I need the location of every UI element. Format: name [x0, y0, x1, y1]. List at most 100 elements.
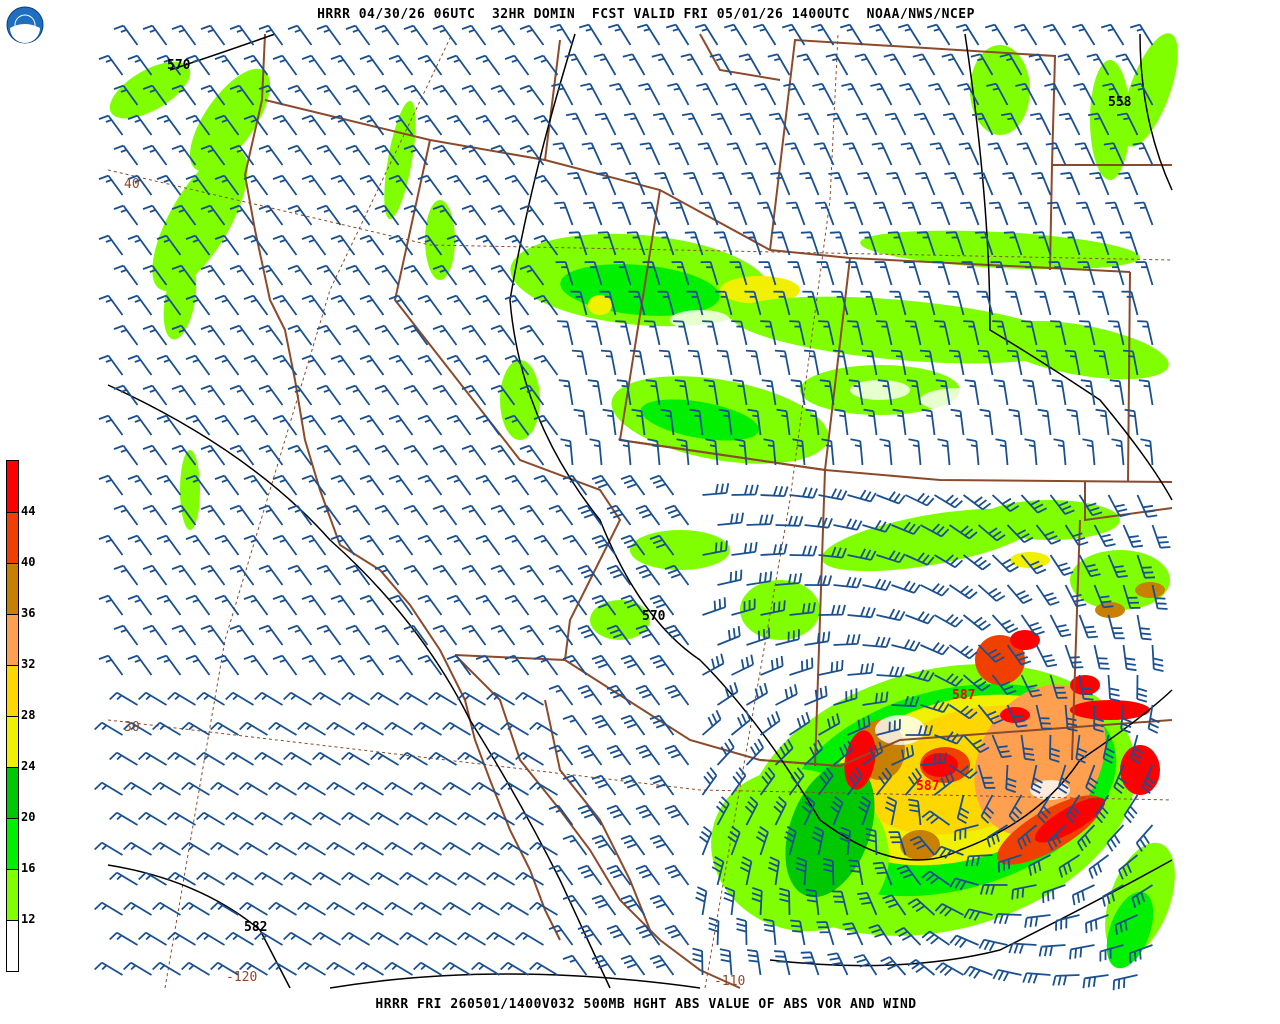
wind-barb — [599, 290, 617, 316]
wind-barb — [921, 810, 951, 826]
wind-barb — [934, 554, 964, 569]
wind-barb — [631, 408, 646, 436]
wind-barb — [986, 82, 1009, 106]
colorbar-label: 20 — [21, 810, 36, 824]
wind-barb — [123, 721, 152, 736]
wind-barb — [1129, 944, 1153, 964]
wind-barb — [370, 931, 399, 946]
wind-barb — [919, 349, 936, 376]
wind-barb — [708, 917, 720, 946]
wind-barb — [746, 571, 773, 586]
wind-barb — [446, 174, 472, 196]
wind-barb — [1092, 290, 1110, 316]
wind-barb — [1044, 82, 1067, 106]
wind-barb — [519, 504, 545, 526]
wind-barb — [1107, 614, 1125, 640]
wind-barb — [1051, 379, 1067, 406]
wind-barb — [127, 474, 153, 496]
wind-barb — [664, 924, 690, 946]
wind-barb — [868, 924, 893, 946]
wind-barb — [471, 721, 500, 736]
wind-barb — [301, 354, 327, 376]
wind-barb — [1058, 854, 1080, 878]
wind-barb — [891, 695, 920, 708]
wind-barb — [446, 474, 472, 496]
wind-barb — [94, 781, 123, 796]
wind-barb — [1136, 674, 1148, 703]
wind-barb — [185, 474, 211, 496]
vorticity-area — [991, 320, 1169, 380]
wind-barb — [731, 654, 754, 676]
wind-barb — [942, 112, 965, 136]
wind-barb — [783, 82, 806, 106]
colorbar-segment — [7, 869, 18, 920]
wind-barb — [830, 795, 844, 826]
wind-barb — [915, 171, 936, 196]
wind-barb — [800, 231, 820, 256]
wind-barb — [991, 554, 1019, 573]
wind-barb — [1071, 884, 1095, 906]
wind-barb — [388, 474, 414, 496]
wind-barb — [1064, 349, 1081, 376]
wind-barb — [446, 414, 472, 436]
wind-barb — [800, 951, 820, 976]
wind-barb — [258, 264, 284, 286]
wind-barb — [734, 438, 748, 466]
wind-barb — [200, 504, 226, 526]
wind-barb — [1018, 201, 1038, 226]
wind-barb — [214, 534, 240, 556]
wind-barb — [109, 691, 138, 706]
wind-barb — [268, 961, 297, 976]
wind-barb — [533, 594, 559, 616]
wind-barb — [760, 485, 789, 497]
wind-barb — [789, 545, 818, 557]
wind-barb — [1103, 142, 1125, 166]
wind-barb — [359, 114, 385, 136]
wind-barb — [831, 290, 849, 316]
wind-barb — [1078, 614, 1098, 639]
wind-barb — [1079, 320, 1096, 346]
wind-barb — [625, 171, 646, 196]
wind-barb — [417, 354, 443, 376]
wind-barb — [821, 438, 835, 466]
wind-barb — [1140, 438, 1154, 466]
wind-barb — [272, 474, 298, 496]
wind-barb — [746, 949, 762, 976]
wind-barb — [591, 654, 617, 676]
wind-barb — [818, 320, 835, 346]
wind-barb — [555, 261, 574, 286]
wind-barb — [989, 201, 1009, 226]
wind-barb — [504, 414, 530, 436]
wind-barb — [831, 890, 849, 916]
wind-barb — [388, 534, 414, 556]
wind-barb — [1151, 524, 1171, 549]
wind-barb — [774, 950, 791, 976]
wind-barb — [185, 174, 211, 196]
wind-barb — [1066, 408, 1081, 436]
wind-barb — [181, 961, 210, 976]
wind-barb — [958, 142, 980, 166]
wind-barb — [687, 349, 704, 376]
wind-barb — [316, 324, 342, 346]
wind-barb — [1028, 854, 1051, 876]
wind-barb — [200, 264, 226, 286]
colorbar-label: 44 — [21, 504, 36, 518]
wind-barb — [1085, 914, 1109, 934]
wind-barb — [991, 734, 1012, 759]
wind-barb — [965, 854, 993, 867]
wind-barb — [761, 379, 777, 406]
wind-barb — [1011, 884, 1037, 900]
wind-barb — [123, 841, 152, 856]
wind-barb — [615, 320, 632, 346]
wind-barb — [999, 53, 1023, 76]
wind-barb — [1038, 944, 1066, 957]
wind-barb — [591, 594, 617, 616]
vorticity-area — [1070, 675, 1100, 695]
wind-barb — [1064, 644, 1084, 669]
wind-barb — [316, 264, 342, 286]
wind-barb — [258, 324, 284, 346]
wind-barb — [1049, 554, 1074, 576]
wind-barb — [664, 804, 690, 826]
wind-barb — [548, 624, 574, 646]
wind-barb — [612, 201, 632, 226]
